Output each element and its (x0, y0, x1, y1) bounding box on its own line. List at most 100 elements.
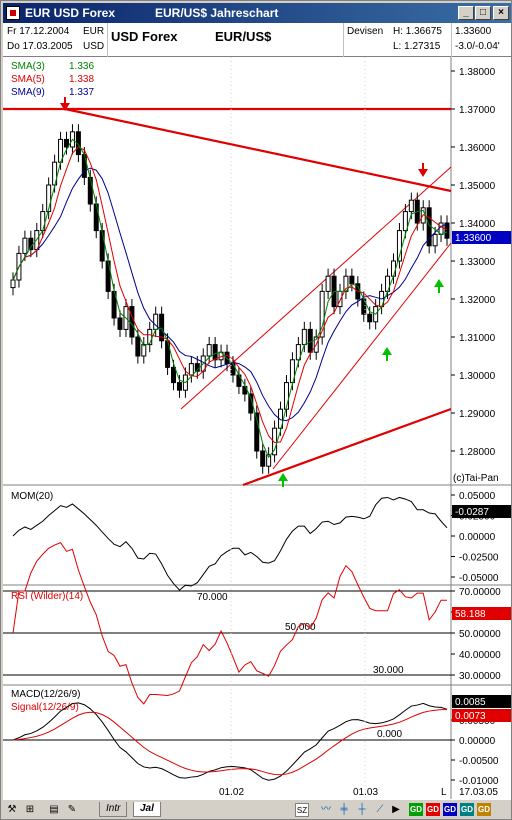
axis-tick-label: -0.05000 (459, 573, 499, 584)
macd-marker-bg (452, 695, 511, 708)
window-subtitle: EUR/US$ Jahreschart (155, 6, 279, 20)
candle-body (254, 412, 260, 452)
signal-marker: 0.0073 (455, 711, 486, 722)
window-title: EUR USD Forex (25, 6, 116, 20)
grid-icon[interactable]: ⊞ (25, 804, 35, 815)
candle-icon[interactable]: ┼ (358, 804, 366, 815)
axis-tick-label: 0.00000 (459, 736, 496, 747)
axis-tick-label: 1.30000 (459, 371, 496, 382)
candle-body (93, 203, 99, 232)
macd-zero-label: 0.000 (377, 729, 402, 740)
x-label-feb: 01.02 (219, 787, 244, 798)
hammer-icon[interactable]: ⚒ (7, 804, 17, 815)
candle-body (283, 382, 289, 410)
axis-tick-label: 70.00000 (459, 587, 501, 598)
candle-body (40, 211, 46, 232)
axis-tick-label: 1.37000 (459, 105, 496, 116)
axis-tick-label: -0.02500 (459, 553, 499, 564)
book-icon[interactable]: ▤ (49, 804, 59, 815)
axis-tick-label: 1.36000 (459, 143, 496, 154)
macd-line (12, 702, 448, 781)
sma5-value: 1.338 (69, 74, 94, 85)
candle-body (99, 230, 105, 262)
channel-lower (272, 242, 452, 470)
macd-marker: 0.0085 (455, 697, 486, 708)
sz-icon[interactable]: SZ (295, 803, 309, 817)
axis-tick-label: 0.00000 (459, 532, 496, 543)
up-arrow-icon (434, 279, 444, 293)
x-label-last: L (441, 787, 447, 798)
rsi-label: RSI (Wilder)(14) (11, 591, 83, 602)
mom-label: MOM(20) (11, 491, 53, 502)
candle-body (349, 275, 355, 285)
candle-body (81, 154, 87, 178)
price-axis: 1.38000 1.37000 1.36000 1.35000 1.34000 1.330… (451, 67, 496, 458)
axis-tick-label: 30.00000 (459, 671, 501, 682)
line-chart-icon[interactable]: 〰 (321, 804, 331, 815)
candle-body (260, 450, 266, 467)
candle-body (87, 176, 93, 205)
candle-body (408, 199, 414, 213)
bar-chart-icon[interactable]: ╪ (340, 804, 348, 815)
pen-icon[interactable]: ✎ (67, 804, 77, 815)
macd-axis: 0.005000.00000-0.00500-0.01000 (451, 716, 499, 787)
close-button[interactable]: × (493, 6, 509, 20)
instrument-name: USD Forex (111, 29, 178, 44)
tab-jahr[interactable]: Jal (133, 802, 161, 817)
maximize-button[interactable]: □ (475, 6, 491, 20)
sma9-value: 1.337 (69, 87, 94, 98)
candle-body (319, 290, 325, 338)
tab-intraday[interactable]: Intr (99, 802, 128, 817)
candle-body (402, 211, 408, 232)
candle-body (147, 328, 153, 346)
candle-body (22, 237, 28, 254)
play-icon[interactable]: ▶ (392, 804, 400, 815)
app-icon[interactable] (6, 6, 20, 20)
rsi-marker-bg (452, 607, 511, 620)
sma3-line (12, 138, 448, 459)
chart-area[interactable]: 1.38000 1.37000 1.36000 1.35000 1.34000 1.330… (3, 57, 511, 799)
minimize-button[interactable]: _ (458, 6, 474, 20)
axis-tick-label: 1.35000 (459, 181, 496, 192)
mom-marker-bg (452, 505, 511, 518)
x-label-date: 17.03.05 (459, 787, 498, 798)
sma9-label: SMA(9) (11, 87, 45, 98)
market: Devisen (347, 26, 384, 37)
bottom-toolbar: ⚒ ⊞ ▤ ✎ Intr Jal SZ 〰 ╪ ┼ ⟋ ▶ GD GD GD G… (3, 799, 511, 819)
candle-body (10, 279, 16, 289)
candle-body (307, 328, 313, 353)
trend-icon[interactable]: ⟋ (376, 804, 384, 815)
gd-button-orange[interactable]: GD (477, 803, 491, 816)
candlestick-series (10, 124, 450, 474)
candle-body (266, 454, 272, 467)
axis-tick-label: 0.05000 (459, 491, 496, 502)
candle-body (135, 336, 141, 357)
currency-b: USD (83, 41, 105, 52)
last-price-marker-bg (452, 231, 511, 244)
axis-tick-label: 1.34000 (459, 219, 496, 230)
gd-button-red[interactable]: GD (426, 803, 440, 816)
down-arrow-icon (418, 163, 428, 177)
gd-button-green[interactable]: GD (409, 803, 423, 816)
gd-button-blue[interactable]: GD (443, 803, 457, 816)
falling-trendline (64, 107, 452, 193)
candle-body (367, 313, 373, 323)
channel-upper (180, 166, 452, 410)
axis-tick-label: 1.29000 (459, 409, 496, 420)
sma3-label: SMA(3) (11, 61, 45, 72)
sma5-line (12, 146, 448, 444)
candle-body (206, 344, 212, 357)
chart-svg[interactable]: 1.38000 1.37000 1.36000 1.35000 1.34000 1.330… (3, 57, 511, 799)
candle-body (46, 184, 52, 213)
candle-body (432, 233, 438, 247)
last-price-marker: 1.33600 (455, 233, 492, 244)
candle-body (117, 317, 123, 330)
rising-support-line (242, 407, 452, 487)
date-from: Fr 17.12.2004 (7, 26, 70, 37)
candle-body (396, 230, 402, 262)
mom-line (12, 496, 448, 591)
axis-tick-label: 1.32000 (459, 295, 496, 306)
date-to: Do 17.03.2005 (7, 41, 73, 52)
gd-button-teal[interactable]: GD (460, 803, 474, 816)
